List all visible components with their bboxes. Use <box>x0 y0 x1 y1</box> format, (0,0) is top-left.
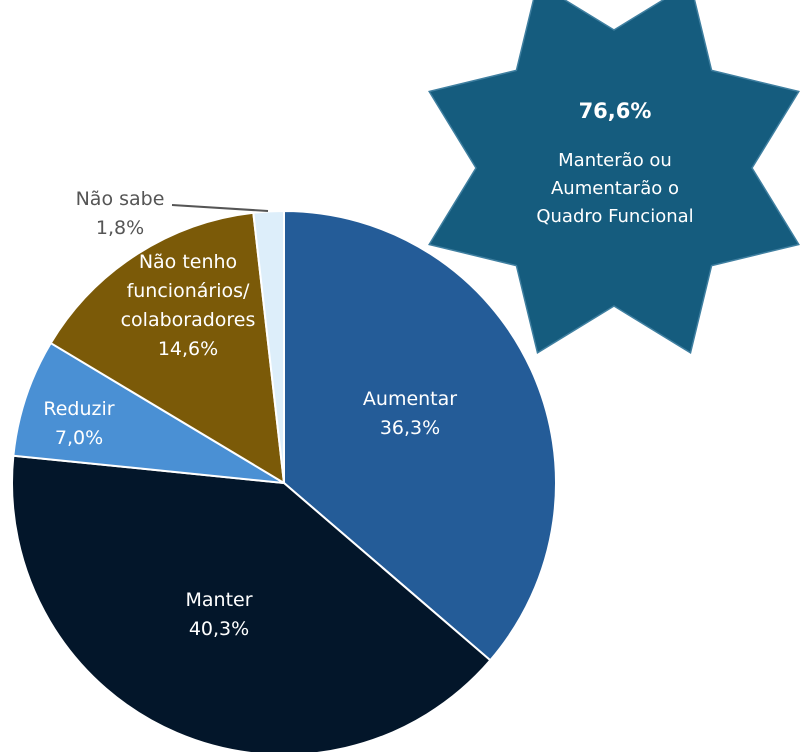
slice-category-label: colaboradores <box>121 309 256 331</box>
pie-slice-reduzir <box>12 341 285 484</box>
pie-slice-nao-tenho-funcionarios-colaboradores <box>49 211 286 485</box>
pie-slices <box>11 209 557 752</box>
callout-line-1: Manterão ou <box>558 150 672 171</box>
slice-label-reduzir: Reduzir 7,0% <box>43 398 114 449</box>
slice-label-nao-sabe: Não sabe 1,8% <box>76 188 165 239</box>
slice-label-aumentar: Aumentar 36,3% <box>363 388 457 439</box>
pie-slice-nao-sabe <box>252 209 285 484</box>
slice-value-label: 36,3% <box>380 417 440 439</box>
slice-label-nao-tenho-funcionarios-colaboradores: Não tenho funcionários/colaboradores 14,6% <box>121 251 256 360</box>
callout-star <box>428 0 800 354</box>
pie-slice-aumentar <box>283 209 557 662</box>
slice-value-label: 1,8% <box>96 217 144 239</box>
slice-category-label: Não tenho <box>139 251 237 273</box>
pie-slice-manter <box>11 454 492 752</box>
slice-category-label: Não sabe <box>76 188 165 210</box>
callout-line-2: Aumentarão o <box>551 178 679 199</box>
slice-category-label: funcionários/ <box>127 280 250 302</box>
slice-category-label: Manter <box>185 589 252 611</box>
slice-value-label: 40,3% <box>189 618 249 640</box>
slice-label-manter: Manter 40,3% <box>185 589 252 640</box>
slice-value-label: 14,6% <box>158 338 218 360</box>
pie-labels: Aumentar 36,3% Manter 40,3% Reduzir 7,0% Não t… <box>43 188 457 640</box>
slice-category-label: Aumentar <box>363 388 457 410</box>
callout-value: 76,6% <box>579 99 652 123</box>
label-leader-line <box>171 204 269 212</box>
slice-value-label: 7,0% <box>55 427 103 449</box>
callout-line-3: Quadro Funcional <box>536 206 693 227</box>
slice-category-label: Reduzir <box>43 398 114 420</box>
